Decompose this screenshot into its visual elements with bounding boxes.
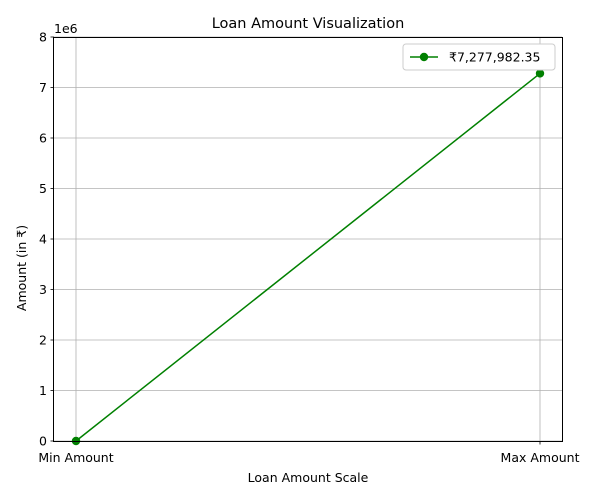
legend: ₹7,277,982.35: [402, 43, 556, 71]
y-tick-label: 6: [39, 131, 47, 146]
y-tick-label: 3: [39, 282, 47, 297]
y-axis-label: Amount (in ₹): [14, 225, 29, 311]
y-tick-label: 8: [39, 30, 47, 45]
legend-box: [402, 43, 556, 71]
x-tick-label: Max Amount: [501, 450, 580, 465]
y-tick-label: 0: [39, 434, 47, 449]
series-line: [75, 72, 541, 442]
x-tick-label: Min Amount: [38, 450, 113, 465]
legend-marker: [419, 52, 429, 62]
grid: [54, 36, 562, 442]
x-axis-ticks: Min Amount Max Amount: [38, 441, 580, 465]
data-point: [535, 69, 545, 78]
chart-title: Loan Amount Visualization: [212, 16, 405, 32]
y-axis-ticks: 0 1 2 3 4 5 6 7 8: [39, 30, 54, 449]
y-tick-label: 5: [39, 181, 47, 196]
y-tick-label: 7: [39, 80, 47, 95]
series-layer: [71, 69, 545, 446]
y-tick-label: 4: [39, 232, 47, 247]
y-tick-label: 2: [39, 333, 47, 348]
x-axis-label: Loan Amount Scale: [248, 470, 369, 485]
legend-label: ₹7,277,982.35: [449, 50, 540, 65]
y-tick-label: 1: [39, 383, 47, 398]
y-offset-label: 1e6: [54, 21, 78, 36]
plot-frame: [53, 37, 563, 442]
